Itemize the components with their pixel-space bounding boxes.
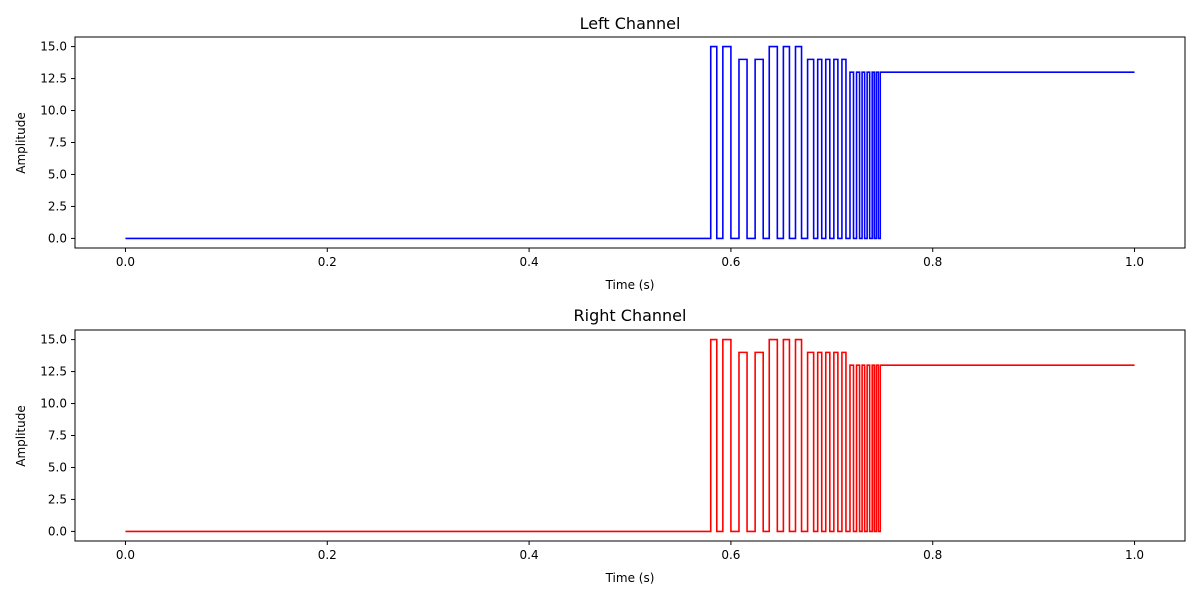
left-channel-y-tick-label: 10.0 [40, 104, 67, 118]
left-channel-x-tick-label: 0.4 [520, 255, 539, 269]
right-channel-y-tick-label: 2.5 [48, 492, 67, 506]
right-channel-y-tick-label: 10.0 [40, 397, 67, 411]
left-channel-x-tick-label: 0.2 [318, 255, 337, 269]
right-channel-y-tick-label: 0.0 [48, 524, 67, 538]
left-channel-x-ticks: 0.0 0.2 0.4 0.6 0.8 1.0 [116, 248, 1144, 269]
right-channel-x-tick-label: 1.0 [1125, 548, 1144, 562]
right-channel-y-tick-label: 7.5 [48, 429, 67, 443]
left-channel-y-ticks: 0.0 2.5 5.0 7.5 10.0 12.5 15.0 [40, 40, 75, 245]
right-channel-y-ticks: 0.0 2.5 5.0 7.5 10.0 12.5 15.0 [40, 333, 75, 538]
right-channel-ylabel: Amplitude [14, 405, 28, 467]
left-channel-ylabel: Amplitude [14, 112, 28, 174]
left-channel-y-tick-label: 12.5 [40, 72, 67, 86]
left-channel-y-tick-label: 2.5 [48, 199, 67, 213]
left-channel-x-tick-label: 0.0 [116, 255, 135, 269]
right-channel-x-tick-label: 0.0 [116, 548, 135, 562]
right-channel-x-tick-label: 0.8 [923, 548, 942, 562]
left-channel-xlabel: Time (s) [605, 278, 655, 292]
right-channel-x-tick-label: 0.2 [318, 548, 337, 562]
left-channel-x-tick-label: 0.8 [923, 255, 942, 269]
right-channel-y-tick-label: 5.0 [48, 460, 67, 474]
left-channel-y-tick-label: 15.0 [40, 40, 67, 54]
left-channel-axes-frame [74, 36, 1186, 249]
left-channel-y-tick-label: 0.0 [48, 231, 67, 245]
right-channel-y-tick-label: 15.0 [40, 333, 67, 347]
left-channel-x-tick-label: 1.0 [1125, 255, 1144, 269]
left-channel-y-tick-label: 5.0 [48, 167, 67, 181]
right-channel-x-ticks: 0.0 0.2 0.4 0.6 0.8 1.0 [116, 541, 1144, 562]
left-channel-y-tick-label: 7.5 [48, 136, 67, 150]
right-channel-y-tick-label: 12.5 [40, 365, 67, 379]
left-channel-title: Left Channel [580, 14, 681, 33]
right-channel-signal-line [125, 338, 1135, 533]
right-channel-axes-frame [74, 329, 1186, 542]
left-channel-x-tick-label: 0.6 [721, 255, 740, 269]
right-channel-subplot: Right Channel Time (s) Amplitude 0.0 0.2 0… [14, 306, 1186, 585]
right-channel-title: Right Channel [574, 306, 687, 325]
right-channel-x-tick-label: 0.4 [520, 548, 539, 562]
right-channel-xlabel: Time (s) [605, 571, 655, 585]
left-channel-subplot: Left Channel Time (s) Amplitude 0.0 0.2 0.… [14, 14, 1186, 292]
left-channel-signal-line [125, 45, 1135, 240]
right-channel-x-tick-label: 0.6 [721, 548, 740, 562]
